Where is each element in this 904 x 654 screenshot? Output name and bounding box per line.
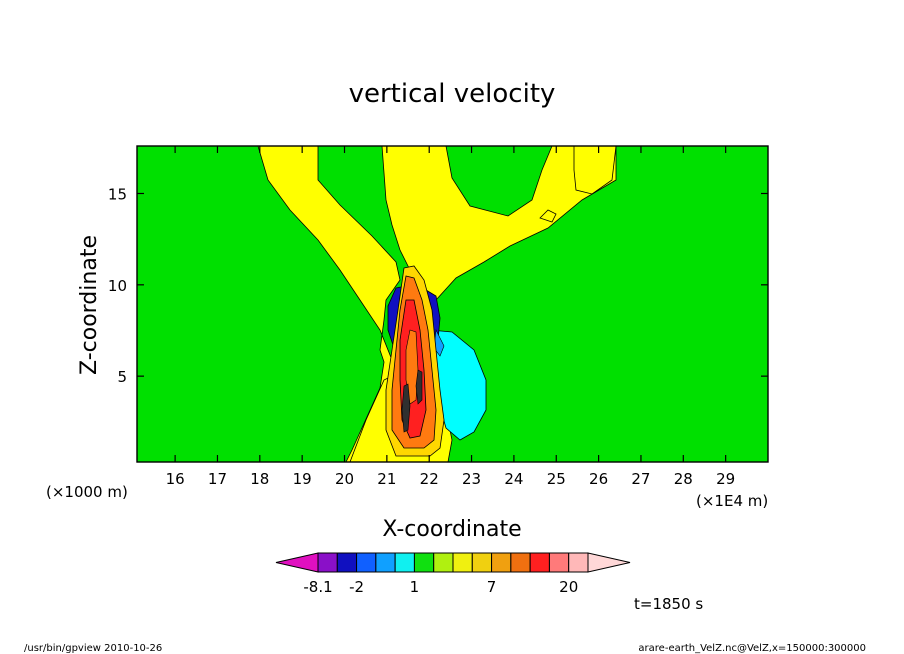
footer-right: arare-earth_VelZ.nc@VelZ,x=150000:300000 (638, 643, 866, 654)
x-tick-label: 27 (631, 470, 650, 488)
colorbar-box (452, 552, 473, 573)
colorbar-box (471, 552, 493, 573)
plot-area (136, 145, 769, 463)
y-tick-label: 15 (108, 185, 127, 203)
x-tick-label: 21 (377, 470, 396, 488)
footer-left: /usr/bin/gpview 2010-10-26 (24, 643, 162, 654)
x-tick-label: 20 (335, 470, 354, 488)
x-tick-label: 24 (504, 470, 523, 488)
colorbar-box (317, 552, 338, 573)
colorbar-arrow-min (275, 552, 319, 573)
updraft-core-inner (405, 329, 419, 405)
x-scale-note: (×1E4 m) (696, 492, 768, 510)
weak-updraft-column (381, 145, 617, 301)
chart-title: vertical velocity (349, 79, 556, 109)
colorbar-box (548, 552, 570, 573)
updraft-core-dark-2 (415, 369, 423, 405)
x-tick-label: 25 (547, 470, 566, 488)
y-tick-label: 10 (108, 277, 127, 295)
updraft-core-dark (401, 383, 411, 433)
colorbar-box (491, 552, 512, 573)
colorbar-arrow-max (587, 552, 631, 573)
y-tick-label: 5 (117, 368, 127, 386)
colorbar-box (568, 552, 589, 573)
colorbar-label: -8.1 (303, 578, 332, 596)
colorbar: -8.1 -2 1 7 20 (275, 552, 631, 596)
weak-updraft-blob (539, 209, 557, 223)
colorbar-box (413, 552, 435, 573)
colorbar-box (433, 552, 454, 573)
colorbar-box (510, 552, 531, 573)
x-axis: 16 17 18 19 20 21 22 23 24 25 26 27 28 29 (166, 146, 735, 488)
colorbar-label: 1 (410, 578, 420, 596)
x-tick-label: 16 (166, 470, 185, 488)
x-tick-label: 19 (293, 470, 312, 488)
x-tick-label: 26 (589, 470, 608, 488)
colorbar-box (336, 552, 358, 573)
x-tick-label: 28 (674, 470, 693, 488)
x-tick-label: 17 (208, 470, 227, 488)
colorbar-box (394, 552, 415, 573)
x-tick-label: 23 (462, 470, 481, 488)
x-axis-label: X-coordinate (382, 517, 521, 542)
plot-frame (136, 145, 769, 463)
x-tick-label: 18 (250, 470, 269, 488)
colorbar-box (375, 552, 396, 573)
time-label: t=1850 s (634, 595, 703, 613)
colorbar-label: 7 (487, 578, 497, 596)
y-axis-label: Z-coordinate (77, 235, 102, 375)
colorbar-label: -2 (349, 578, 364, 596)
colorbar-label: 20 (559, 578, 578, 596)
y-scale-note: (×1000 m) (46, 483, 128, 501)
colorbar-box (356, 552, 377, 573)
x-tick-label: 29 (716, 470, 735, 488)
x-tick-label: 22 (420, 470, 439, 488)
y-axis: 5 10 15 (108, 185, 768, 386)
colorbar-box (529, 552, 550, 573)
